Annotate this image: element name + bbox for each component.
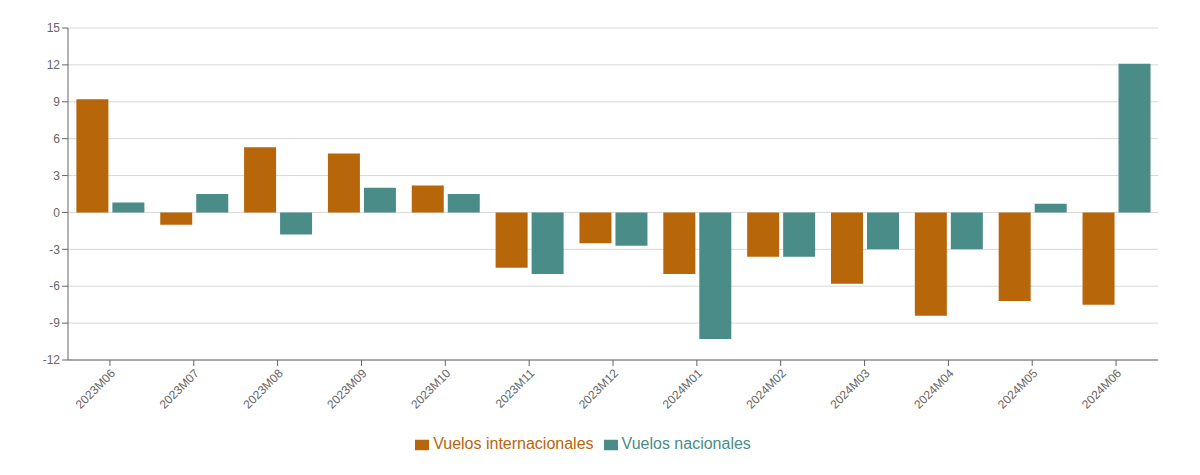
svg-text:2024M06: 2024M06 — [1079, 366, 1125, 412]
svg-text:2024M05: 2024M05 — [995, 366, 1041, 412]
svg-text:6: 6 — [53, 132, 60, 146]
svg-text:2023M08: 2023M08 — [240, 366, 286, 412]
svg-text:12: 12 — [47, 58, 61, 72]
svg-text:2023M11: 2023M11 — [493, 366, 538, 411]
svg-text:2023M06: 2023M06 — [73, 366, 119, 412]
html-text:Vuelos internacionales: Vuelos internacionales — [433, 435, 594, 452]
svg-text:9: 9 — [53, 95, 60, 109]
svg-text:2024M04: 2024M04 — [911, 366, 957, 412]
svg-text:3: 3 — [53, 169, 60, 183]
svg-text:-3: -3 — [49, 243, 60, 257]
svg-text:2023M12: 2023M12 — [576, 366, 622, 412]
svg-text:-12: -12 — [43, 353, 61, 367]
svg-text:2023M10: 2023M10 — [408, 366, 454, 412]
svg-text:15: 15 — [47, 21, 61, 35]
svg-text:2023M09: 2023M09 — [324, 366, 370, 412]
svg-text:-6: -6 — [49, 279, 60, 293]
svg-text:2024M01: 2024M01 — [660, 366, 706, 412]
html-text:Vuelos nacionales: Vuelos nacionales — [621, 435, 751, 452]
svg-text:2023M07: 2023M07 — [157, 366, 203, 412]
svg-text:0: 0 — [53, 206, 60, 220]
svg-text:2024M02: 2024M02 — [744, 366, 790, 412]
svg-text:-9: -9 — [49, 316, 60, 330]
svg-text:2024M03: 2024M03 — [827, 366, 873, 412]
